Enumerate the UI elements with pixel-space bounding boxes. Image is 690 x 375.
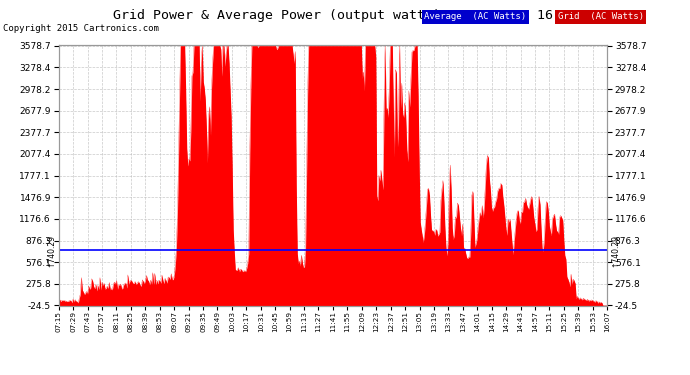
Text: Grid Power & Average Power (output watts)  Tue Dec 1 16:16: Grid Power & Average Power (output watts…	[113, 9, 577, 22]
Text: ↑740.29: ↑740.29	[610, 234, 619, 267]
Text: Average  (AC Watts): Average (AC Watts)	[424, 12, 526, 21]
Text: Grid  (AC Watts): Grid (AC Watts)	[558, 12, 644, 21]
Text: ↑740.29: ↑740.29	[47, 234, 56, 267]
Text: Copyright 2015 Cartronics.com: Copyright 2015 Cartronics.com	[3, 24, 159, 33]
